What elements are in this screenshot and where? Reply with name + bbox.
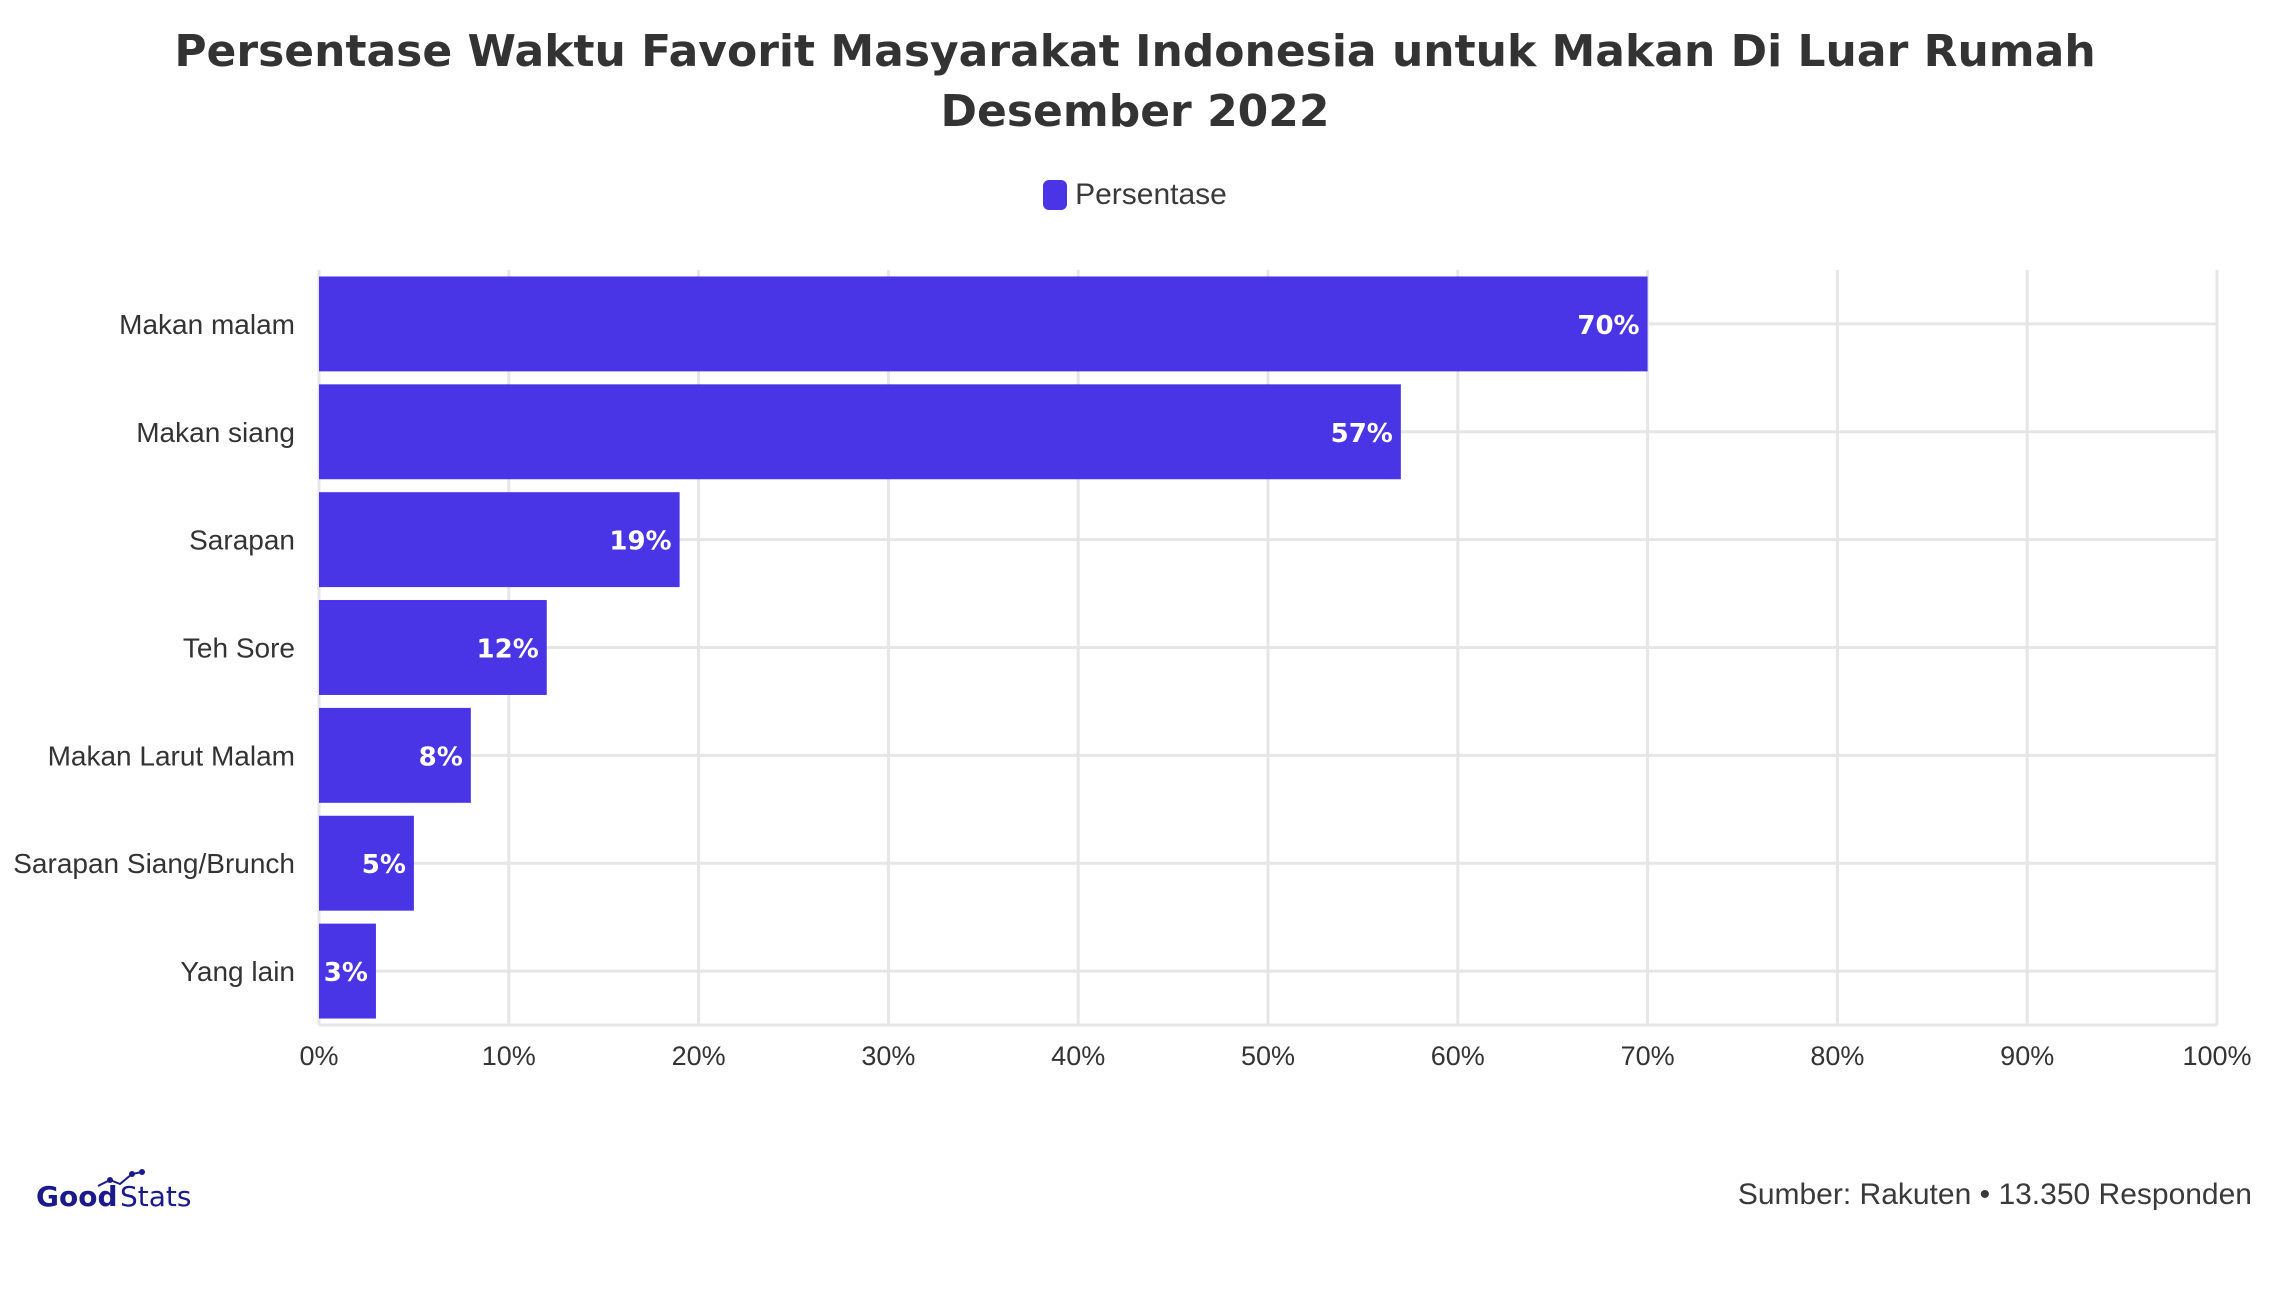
x-tick-label: 80% bbox=[1810, 1041, 1864, 1071]
logo-trend-icon bbox=[97, 1169, 145, 1187]
x-tick-label: 90% bbox=[2000, 1041, 2054, 1071]
x-tick-label: 20% bbox=[672, 1041, 726, 1071]
bar bbox=[319, 492, 680, 588]
legend[interactable]: Persentase bbox=[0, 178, 2270, 212]
bar bbox=[319, 384, 1401, 480]
category-label: Makan malam bbox=[119, 309, 295, 340]
goodstats-logo: Good Stats bbox=[36, 1168, 191, 1218]
data-label: 70% bbox=[1577, 311, 1639, 341]
category-label: Sarapan bbox=[189, 525, 295, 556]
data-label: 5% bbox=[362, 850, 406, 880]
bar bbox=[319, 600, 547, 695]
data-label: 12% bbox=[477, 635, 539, 665]
bar bbox=[319, 923, 376, 1019]
category-label: Sarapan Siang/Brunch bbox=[13, 848, 295, 879]
chart-title-line: Persentase Waktu Favorit Masyarakat Indo… bbox=[174, 26, 2096, 77]
x-tick-label: 100% bbox=[2182, 1041, 2251, 1071]
x-tick-label: 70% bbox=[1621, 1041, 1675, 1071]
category-label: Makan Larut Malam bbox=[48, 740, 295, 771]
category-label: Teh Sore bbox=[183, 633, 295, 664]
data-label: 57% bbox=[1331, 419, 1393, 449]
data-label: 19% bbox=[609, 527, 671, 557]
logo-stats-text: Stats bbox=[120, 1180, 192, 1213]
legend-label: Persentase bbox=[1075, 178, 1227, 211]
bar bbox=[319, 707, 471, 803]
x-tick-label: 0% bbox=[299, 1041, 338, 1071]
x-tick-label: 30% bbox=[861, 1041, 915, 1071]
bar bbox=[319, 276, 1648, 372]
bar bbox=[319, 815, 414, 911]
chart-title: Persentase Waktu Favorit Masyarakat Indo… bbox=[0, 22, 2270, 142]
logo-good-text: Good bbox=[36, 1180, 118, 1213]
chart-subtitle: Desember 2022 bbox=[940, 86, 1330, 137]
x-tick-label: 50% bbox=[1241, 1041, 1295, 1071]
x-tick-label: 60% bbox=[1431, 1041, 1485, 1071]
category-label: Makan siang bbox=[136, 417, 295, 448]
category-label: Yang lain bbox=[180, 956, 295, 987]
source-note: Sumber: Rakuten • 13.350 Responden bbox=[1737, 1178, 2252, 1211]
x-tick-label: 40% bbox=[1051, 1041, 1105, 1071]
data-label: 8% bbox=[419, 742, 463, 772]
x-tick-label: 10% bbox=[482, 1041, 536, 1071]
data-label: 3% bbox=[324, 958, 368, 988]
legend-swatch bbox=[1043, 180, 1068, 210]
